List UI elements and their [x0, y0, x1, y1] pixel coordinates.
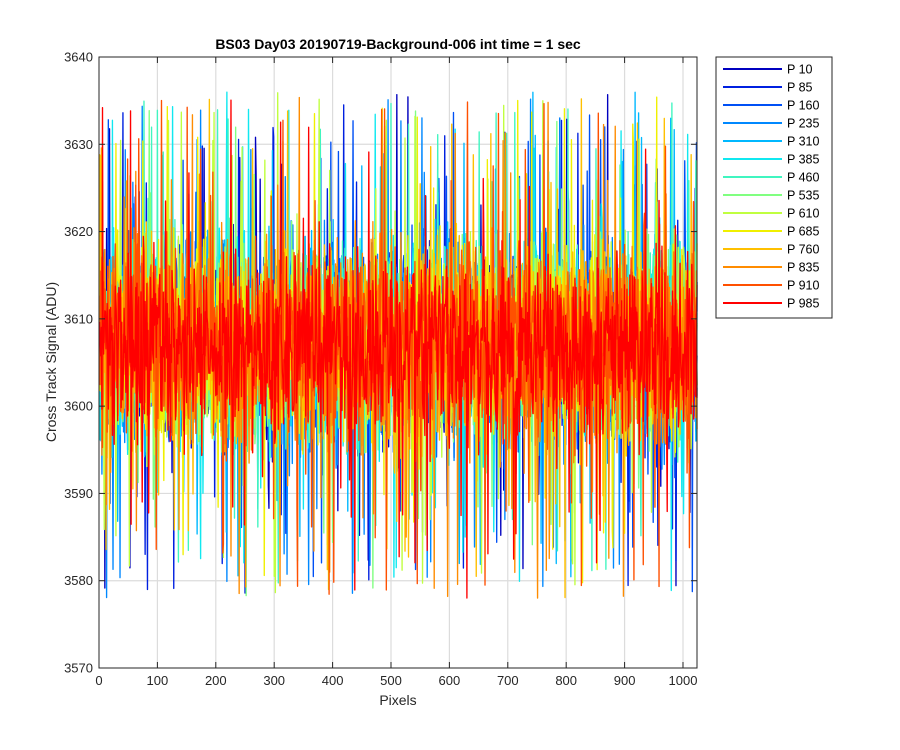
legend[interactable]: P 10 P 85 P 160 P 235 P 310 P 385 P 460 P 535 P … [715, 56, 833, 319]
legend-label: P 310 [787, 135, 819, 149]
legend-label: P 535 [787, 189, 819, 203]
x-tick-label: 900 [614, 673, 636, 688]
legend-label: P 460 [787, 171, 819, 185]
legend-label: P 610 [787, 207, 819, 221]
legend-label: P 760 [787, 243, 819, 257]
y-tick-label: 3640 [64, 50, 93, 65]
x-tick-label: 400 [322, 673, 344, 688]
legend-label: P 910 [787, 279, 819, 293]
x-tick-label: 800 [555, 673, 577, 688]
x-tick-label: 0 [95, 673, 102, 688]
legend-label: P 160 [787, 99, 819, 113]
y-tick-label: 3580 [64, 573, 93, 588]
y-tick-label: 3600 [64, 399, 93, 414]
legend-label: P 685 [787, 225, 819, 239]
series-layer [98, 91, 698, 599]
y-tick-label: 3610 [64, 311, 93, 326]
series-line [98, 99, 698, 599]
x-tick-label: 200 [205, 673, 227, 688]
y-axis-label: Cross Track Signal (ADU) [43, 282, 59, 442]
y-axis: 3570 3580 3590 3600 3610 3620 3630 3640 [64, 50, 697, 676]
legend-label: P 385 [787, 153, 819, 167]
y-tick-label: 3570 [64, 661, 93, 676]
legend-label: P 235 [787, 117, 819, 131]
x-axis: 0 100 200 300 400 500 600 700 800 900 1000 [95, 57, 697, 688]
x-tick-label: 600 [439, 673, 461, 688]
legend-label: P 85 [787, 81, 813, 95]
x-tick-label: 700 [497, 673, 519, 688]
x-tick-label: 1000 [669, 673, 698, 688]
y-tick-label: 3620 [64, 224, 93, 239]
legend-label: P 985 [787, 297, 819, 311]
x-tick-label: 300 [263, 673, 285, 688]
chart-title: BS03 Day03 20190719-Background-006 int t… [215, 36, 581, 52]
x-axis-label: Pixels [379, 692, 416, 708]
y-tick-label: 3590 [64, 486, 93, 501]
plot-frame [98, 56, 698, 669]
legend-label: P 835 [787, 261, 819, 275]
legend-box [715, 56, 833, 319]
x-tick-label: 100 [147, 673, 169, 688]
legend-label: P 10 [787, 63, 813, 77]
x-tick-label: 500 [380, 673, 402, 688]
y-tick-label: 3630 [64, 137, 93, 152]
